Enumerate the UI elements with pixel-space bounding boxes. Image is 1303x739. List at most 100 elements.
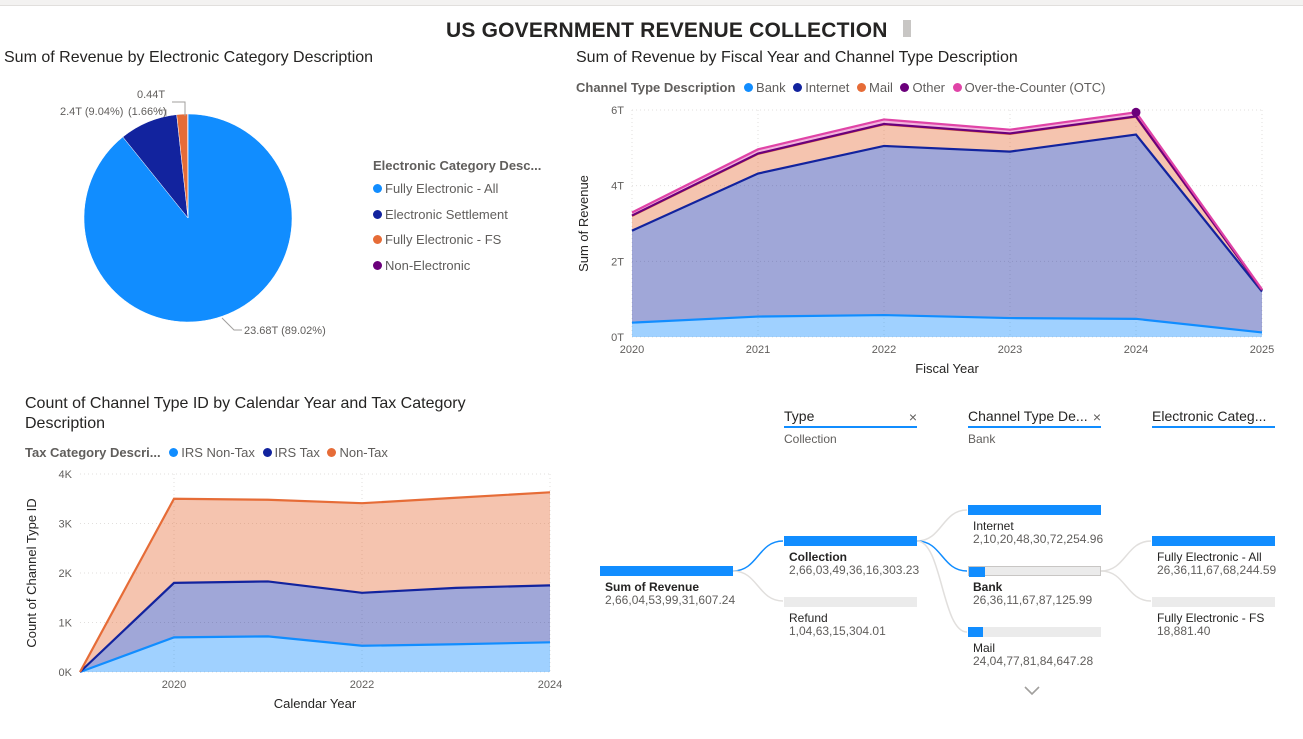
decomp-node-fully-electronic-all[interactable]: Fully Electronic - All 26,36,11,67,68,24… xyxy=(1152,536,1277,577)
legend-dot xyxy=(793,83,803,92)
highlight-point xyxy=(1131,107,1141,117)
legend-item-otc[interactable]: Over-the-Counter (OTC) xyxy=(952,80,1106,95)
y-tick-label: 2T xyxy=(611,256,624,268)
legend-item-non-tax[interactable]: Non-Tax xyxy=(327,445,388,460)
decomp-node-bank[interactable]: Bank 26,36,11,67,87,125.99 xyxy=(968,566,1101,607)
node-name: Internet xyxy=(973,519,1014,533)
node-bar-fill xyxy=(969,567,986,577)
area-chart-count-by-calendar-year[interactable]: 0K 1K 2K 3K 4K 2020 2022 2024 Calendar Year Count… xyxy=(20,462,580,717)
decomp-node-collection[interactable]: Collection 2,66,03,49,36,16,303.23 xyxy=(784,536,920,577)
pie-visual-title: Sum of Revenue by Electronic Category De… xyxy=(4,49,374,66)
legend-item-bank[interactable]: Bank xyxy=(744,80,786,95)
legend-dot xyxy=(952,83,962,92)
close-icon[interactable]: × xyxy=(1092,409,1101,425)
node-bar xyxy=(968,566,1101,577)
x-tick-label: 2025 xyxy=(1250,344,1274,356)
area1-visual-title: Sum of Revenue by Fiscal Year and Channe… xyxy=(576,49,1018,66)
y-tick-label: 2K xyxy=(59,568,73,580)
x-tick-label: 2024 xyxy=(1124,344,1148,356)
area2-title-line2: Description xyxy=(25,415,106,432)
x-tick-label: 2024 xyxy=(538,679,562,691)
area-chart-revenue-by-fiscal-year[interactable]: 0T 2T 4T 6T 2020 2021 2022 2023 2024 2025 Fiscal Y… xyxy=(570,98,1290,388)
line-internet xyxy=(631,133,1263,293)
legend-item-electronic-settlement[interactable]: Electronic Settlement xyxy=(373,207,541,233)
node-name: Bank xyxy=(973,580,1003,594)
decomp-node-fully-electronic-fs[interactable]: Fully Electronic - FS 18,881.40 xyxy=(1152,597,1275,638)
connector xyxy=(732,570,784,602)
legend-dot xyxy=(373,260,382,270)
connector xyxy=(732,540,784,572)
legend-item-mail[interactable]: Mail xyxy=(857,80,893,95)
legend-item-irs-non-tax[interactable]: IRS Non-Tax xyxy=(169,445,255,460)
decomp-header-channel-type[interactable]: Channel Type De... × xyxy=(968,408,1101,428)
node-value: 2,66,03,49,36,16,303.23 xyxy=(789,563,920,577)
legend-item-other[interactable]: Other xyxy=(900,80,945,95)
legend-label: IRS Tax xyxy=(274,445,320,460)
node-name: Refund xyxy=(789,611,828,625)
legend-label: Electronic Settlement xyxy=(385,206,508,222)
node-bar xyxy=(968,627,1101,637)
y-axis-title: Count of Channel Type ID xyxy=(24,498,39,647)
decomp-node-root[interactable]: Sum of Revenue 2,66,04,53,99,31,607.24 xyxy=(600,566,736,607)
area-bank xyxy=(632,315,1262,337)
leader-line xyxy=(158,109,167,116)
legend-label: IRS Non-Tax xyxy=(181,445,255,460)
connector xyxy=(916,540,968,633)
decomp-header-sub-channel: Bank xyxy=(968,432,996,446)
line-over-the-counter-otc- xyxy=(631,111,1263,290)
legend-item-internet[interactable]: Internet xyxy=(793,80,849,95)
chevron-down-icon[interactable] xyxy=(1023,685,1041,697)
area2-legend: Tax Category Descri... IRS Non-Tax IRS T… xyxy=(25,445,392,460)
connector xyxy=(916,540,968,572)
x-tick-label: 2022 xyxy=(350,679,374,691)
legend-dot xyxy=(373,209,382,219)
y-tick-label: 3K xyxy=(59,519,73,531)
legend-item-fully-electronic-all[interactable]: Fully Electronic - All xyxy=(373,181,541,207)
decomp-node-internet[interactable]: Internet 2,10,20,48,30,72,254.96 xyxy=(968,505,1103,546)
decomp-node-mail[interactable]: Mail 24,04,77,81,84,647.28 xyxy=(968,627,1101,668)
legend-dot xyxy=(169,448,179,457)
line-other xyxy=(631,115,1263,291)
legend-label: Over-the-Counter (OTC) xyxy=(964,80,1106,95)
legend-item-fully-electronic-fs[interactable]: Fully Electronic - FS xyxy=(373,232,541,258)
legend-label: Fully Electronic - All xyxy=(385,181,499,196)
decomp-header-type[interactable]: Type × xyxy=(784,408,917,428)
pie-chart[interactable]: 0.44T 2.4T (9.04%) (1.66%) 23.68T (89.02%) xyxy=(0,80,370,350)
y-tick-label: 4K xyxy=(59,469,73,481)
legend-label: Non-Tax xyxy=(339,445,388,460)
decomp-node-refund[interactable]: Refund 1,04,63,15,304.01 xyxy=(784,597,917,638)
node-value: 26,36,11,67,68,244.59 xyxy=(1157,563,1277,577)
pie-legend: Electronic Category Desc... Fully Electr… xyxy=(373,158,541,283)
node-bar xyxy=(968,505,1101,515)
y-tick-label: 4T xyxy=(611,181,624,193)
node-value: 2,66,04,53,99,31,607.24 xyxy=(605,593,736,607)
pie-legend-title: Electronic Category Desc... xyxy=(373,158,542,173)
area2-visual-title: Count of Channel Type ID by Calendar Yea… xyxy=(25,394,466,434)
data-label: 2.4T (9.04%) xyxy=(60,106,123,118)
node-value: 1,04,63,15,304.01 xyxy=(789,624,886,638)
node-bar xyxy=(784,597,917,607)
connector xyxy=(1100,570,1152,602)
node-value: 18,881.40 xyxy=(1157,624,1211,638)
legend-label: Mail xyxy=(869,80,893,95)
x-tick-label: 2020 xyxy=(162,679,186,691)
legend-item-non-electronic[interactable]: Non-Electronic xyxy=(373,258,541,284)
area1-legend-title: Channel Type Description xyxy=(576,80,736,95)
decomp-header-label: Type xyxy=(784,408,815,424)
node-name: Mail xyxy=(973,641,996,655)
node-name: Fully Electronic - All xyxy=(1157,550,1262,564)
line-non-tax xyxy=(79,491,551,673)
line-irs-tax xyxy=(79,580,551,673)
line-bank xyxy=(631,313,1263,334)
legend-label: Other xyxy=(912,80,945,95)
y-tick-label: 1K xyxy=(59,618,73,630)
legend-item-irs-tax[interactable]: IRS Tax xyxy=(262,445,320,460)
legend-label: Internet xyxy=(805,80,850,95)
close-icon[interactable]: × xyxy=(908,409,917,425)
node-bar xyxy=(1152,536,1275,546)
node-value: 26,36,11,67,87,125.99 xyxy=(973,593,1093,607)
legend-dot xyxy=(373,235,382,244)
legend-dot xyxy=(857,83,867,92)
decomp-header-electronic-category[interactable]: Electronic Categ... xyxy=(1152,408,1275,428)
